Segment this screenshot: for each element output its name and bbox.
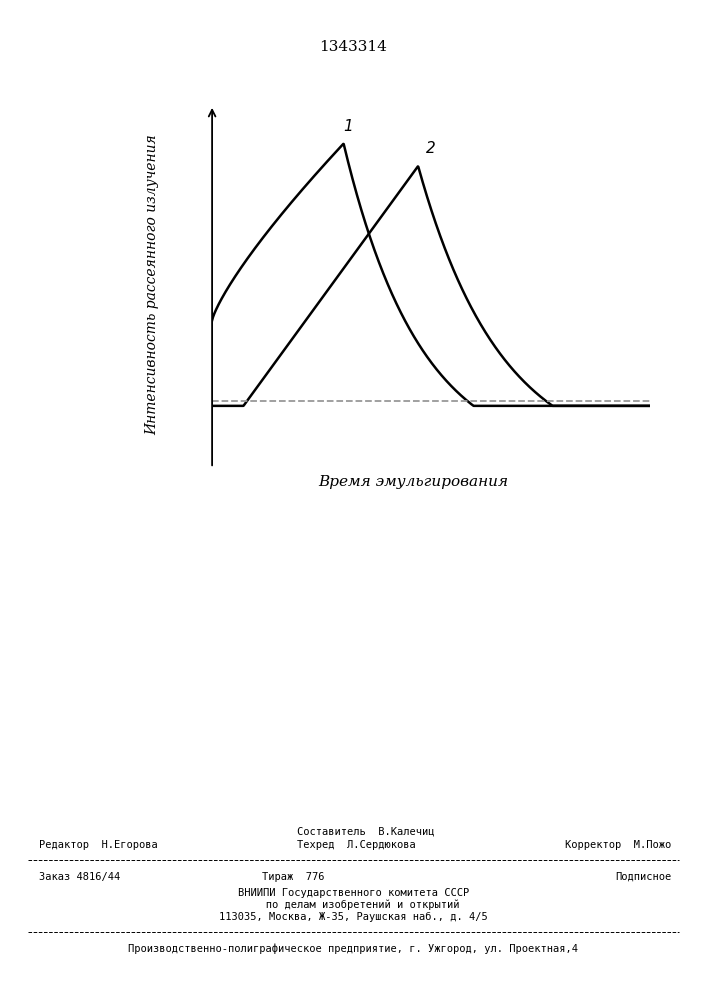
Text: Тираж  776: Тираж 776: [262, 872, 324, 882]
Text: 1343314: 1343314: [320, 40, 387, 54]
Text: Заказ 4816/44: Заказ 4816/44: [39, 872, 120, 882]
Text: Техред  Л.Сердюкова: Техред Л.Сердюкова: [297, 840, 416, 850]
Text: 1: 1: [343, 119, 353, 134]
Text: Интенсивность рассеянного излучения: Интенсивность рассеянного излучения: [145, 135, 159, 435]
Text: Время эмульгирования: Время эмульгирования: [319, 475, 508, 489]
Text: Редактор  Н.Егорова: Редактор Н.Егорова: [39, 840, 158, 850]
Text: Подписное: Подписное: [615, 872, 672, 882]
Text: Составитель  В.Калечиц: Составитель В.Калечиц: [297, 826, 434, 836]
Text: 2: 2: [426, 141, 436, 156]
Text: ВНИИПИ Государственного комитета СССР
   по делам изобретений и открытий
113035,: ВНИИПИ Государственного комитета СССР по…: [219, 888, 488, 922]
Text: Производственно-полиграфическое предприятие, г. Ужгород, ул. Проектная,4: Производственно-полиграфическое предприя…: [129, 943, 578, 954]
Text: Корректор  М.Пожо: Корректор М.Пожо: [566, 840, 672, 850]
